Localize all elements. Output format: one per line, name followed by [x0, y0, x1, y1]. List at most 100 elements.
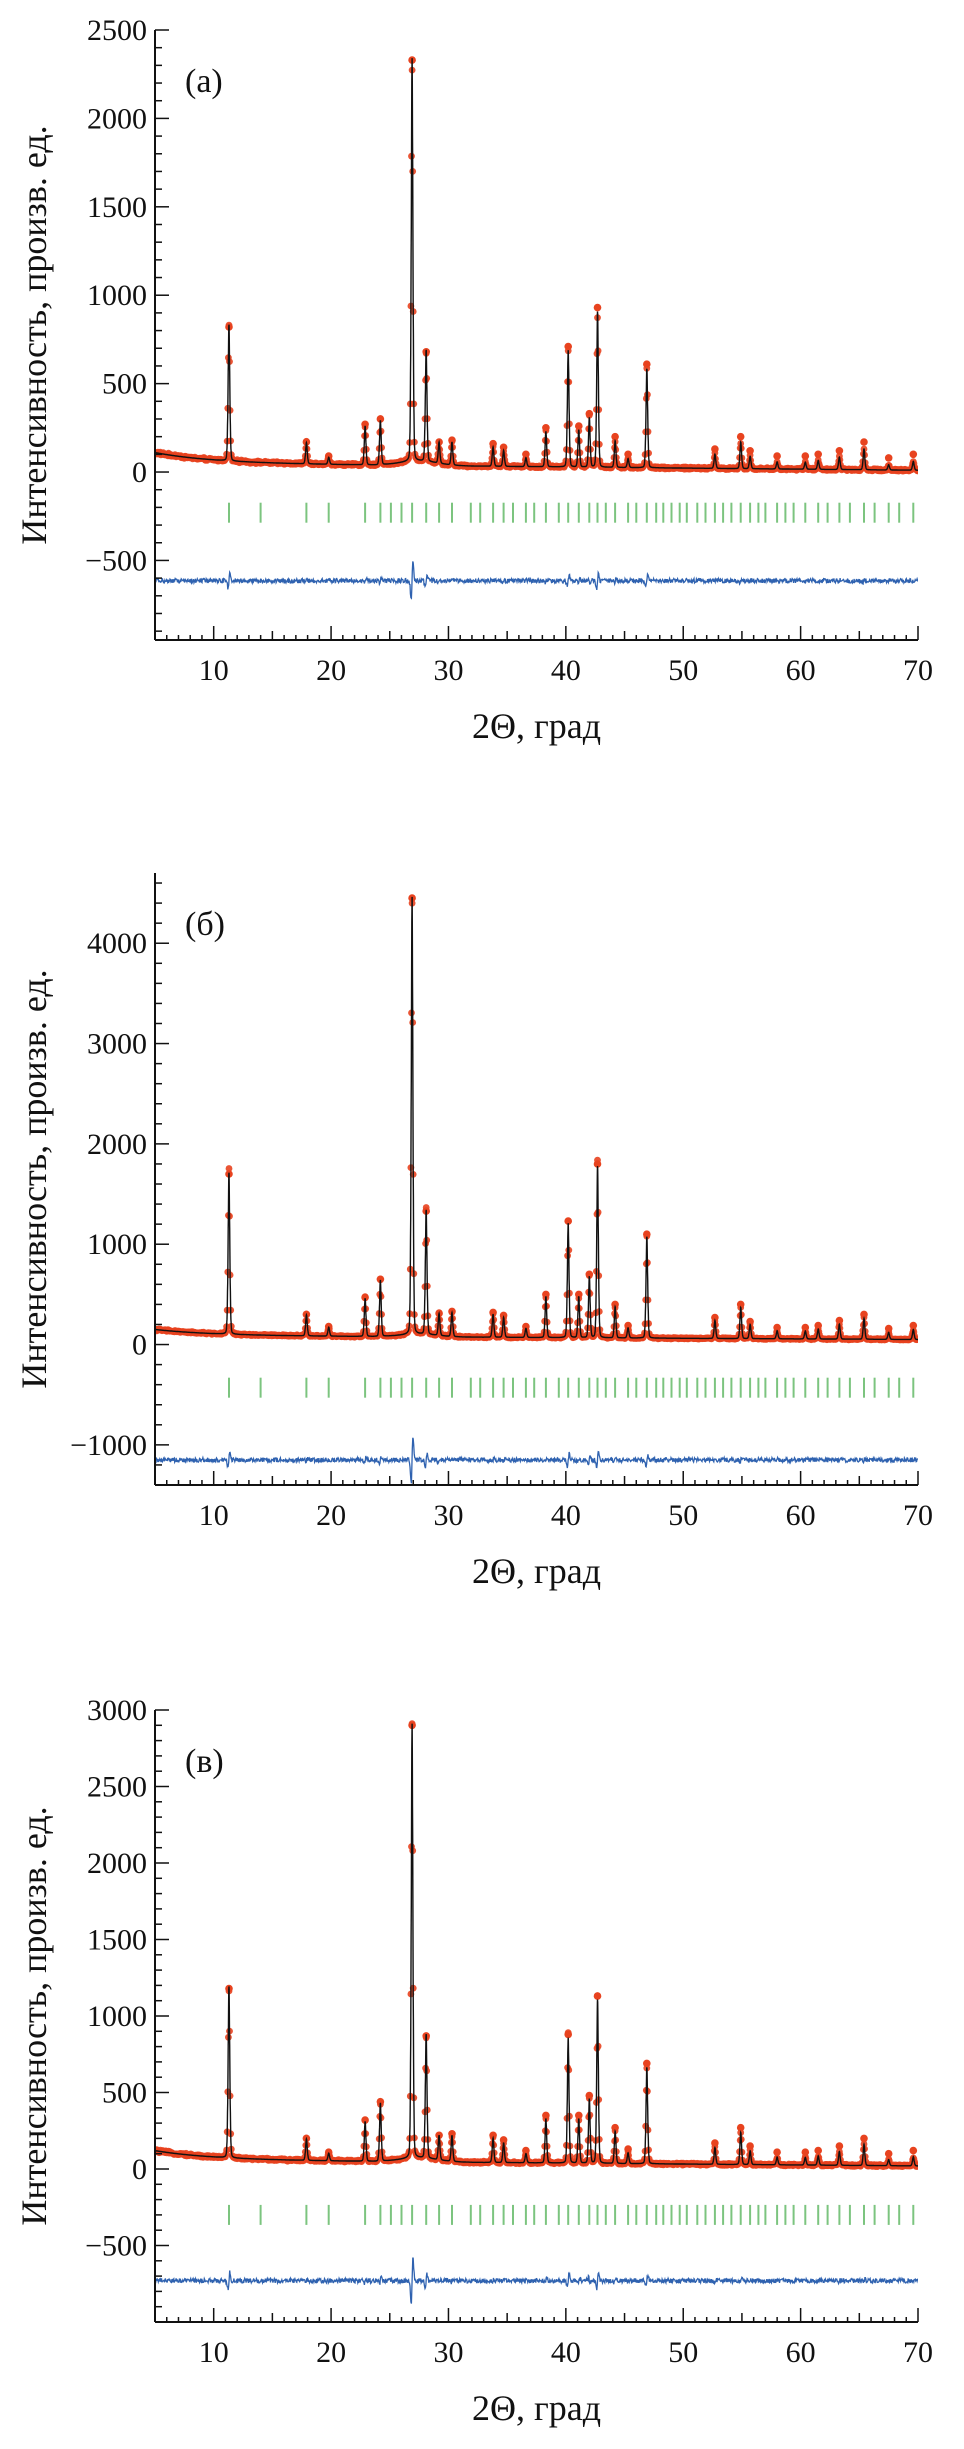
chart-panel-1: 10 20 30 40 50 60 70 −500 0 500 1000 1500 2000 2500 (а…: [14, 14, 933, 746]
x-tick-label: 60: [786, 2336, 816, 2369]
chart-panel-3: 10 20 30 40 50 60 70 −500 0 500 1000 1500 2000 2500 30…: [14, 1694, 933, 2428]
y-tick-label: 2000: [87, 1128, 147, 1161]
observed-points: [155, 1720, 918, 2171]
x-tick-label: 20: [316, 2336, 346, 2369]
y-tick-label: 2000: [87, 102, 147, 135]
observed-peak-point: [801, 2148, 810, 2156]
y-tick-label: 500: [102, 2077, 147, 2110]
x-tick-label: 10: [199, 2336, 229, 2369]
observed-peak-point: [884, 2149, 893, 2158]
difference-curve: [155, 1437, 918, 1484]
y-tick-label: 500: [102, 368, 147, 401]
x-tick-label: 60: [786, 654, 816, 687]
observed-peak-point: [575, 2111, 583, 2120]
calculated-profile-line: [155, 896, 918, 1341]
y-tick-label: 3000: [87, 1028, 147, 1061]
y-tick-label: 1500: [87, 1924, 147, 1957]
observed-peak-point: [643, 2059, 651, 2068]
x-tick-label: 50: [668, 654, 698, 687]
observed-peak-point: [711, 445, 719, 453]
bragg-reflection-marks: [228, 502, 915, 523]
observed-points: [155, 894, 918, 1344]
observed-peak-point: [860, 2134, 868, 2143]
observed-points: [155, 56, 918, 475]
x-tick-label: 50: [668, 1499, 698, 1532]
observed-peak-point: [624, 450, 632, 459]
observed-peak-point: [585, 2091, 594, 2100]
observed-peak-point: [835, 447, 844, 455]
observed-peak-point: [711, 2139, 719, 2147]
difference-curve: [155, 561, 918, 600]
calculated-profile-line: [155, 1723, 918, 2167]
y-tick-label: 2500: [87, 14, 147, 47]
observed-peak-point: [585, 409, 594, 418]
y-tick-label: 1500: [87, 191, 147, 224]
x-tick-label: 20: [316, 1499, 346, 1532]
bragg-reflection-marks: [228, 1377, 915, 1398]
y-tick-label: 2500: [87, 1771, 147, 1804]
y-tick-label: 2000: [87, 1847, 147, 1880]
observed-peak-point: [746, 2142, 754, 2150]
y-tick-label: 3000: [87, 1694, 147, 1727]
panel-label: (б): [185, 906, 225, 943]
observed-peak-point: [773, 452, 781, 460]
observed-peak-point: [909, 2146, 918, 2155]
y-tick-label: 1000: [87, 279, 147, 312]
x-tick-label: 10: [199, 1499, 229, 1532]
observed-peak-point: [542, 2111, 550, 2120]
y-tick-label: −500: [85, 544, 147, 577]
x-tick-label: 30: [433, 654, 463, 687]
x-tick-label: 60: [786, 1499, 816, 1532]
plot-area: [155, 1720, 918, 2304]
x-tick-label: 30: [433, 1499, 463, 1532]
bragg-reflection-marks: [228, 2204, 915, 2225]
x-tick-label: 20: [316, 654, 346, 687]
observed-peak-point: [814, 2146, 822, 2155]
x-axis-title: 2Θ, град: [472, 1551, 601, 1591]
plot-area: [155, 894, 918, 1484]
x-tick-label: 40: [551, 1499, 581, 1532]
observed-peak-point: [593, 303, 602, 312]
panel-label: (в): [185, 1743, 224, 1780]
difference-curve: [155, 2257, 918, 2304]
observed-peak-point: [860, 438, 868, 446]
x-tick-label: 40: [551, 2336, 581, 2369]
y-tick-label: 0: [132, 1329, 147, 1362]
y-axis-title: Интенсивность, произв. ед.: [14, 969, 54, 1388]
y-axis-title: Интенсивность, произв. ед.: [14, 1806, 54, 2225]
observed-peak-point: [736, 432, 745, 441]
observed-peak-point: [884, 1324, 893, 1333]
observed-peak-point: [884, 454, 893, 462]
calculated-profile-line: [155, 58, 918, 471]
x-tick-label: 70: [903, 654, 933, 687]
observed-peak-point: [593, 1992, 602, 2000]
y-tick-label: 0: [132, 2153, 147, 2186]
observed-peak-point: [564, 342, 572, 351]
x-tick-label: 40: [551, 654, 581, 687]
x-tick-label: 70: [903, 2336, 933, 2369]
observed-peak-point: [575, 422, 583, 430]
observed-peak-point: [801, 452, 810, 460]
observed-peak-point: [909, 450, 918, 459]
observed-peak-point: [909, 1321, 918, 1330]
observed-peak-point: [736, 2123, 745, 2132]
x-tick-label: 30: [433, 2336, 463, 2369]
y-tick-label: −1000: [70, 1429, 147, 1462]
x-axis-title: 2Θ, град: [472, 706, 601, 746]
x-axis-title: 2Θ, град: [472, 2388, 601, 2428]
x-tick-label: 50: [668, 2336, 698, 2369]
observed-peak-point: [542, 424, 550, 432]
y-tick-label: 0: [132, 456, 147, 489]
observed-peak-point: [814, 450, 822, 459]
x-tick-label: 10: [199, 654, 229, 687]
observed-peak-point: [643, 360, 651, 369]
observed-peak-point: [746, 447, 754, 455]
plot-area: [155, 56, 918, 600]
observed-peak-point: [835, 2142, 844, 2150]
y-axis-title: Интенсивность, произв. ед.: [14, 125, 54, 544]
y-tick-label: 1000: [87, 1228, 147, 1261]
observed-peak-point: [564, 2030, 572, 2039]
y-tick-label: −500: [85, 2230, 147, 2263]
chart-panel-2: 10 20 30 40 50 60 70 −1000 0 1000 2000 3000 4000 (б) 2…: [14, 873, 933, 1591]
